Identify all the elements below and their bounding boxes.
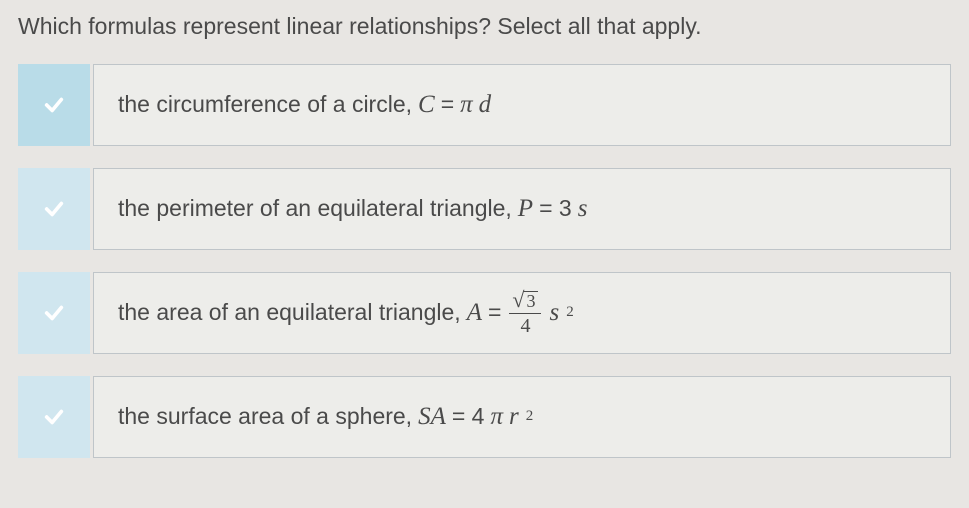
- answer-text: the perimeter of an equilateral triangle…: [118, 195, 587, 223]
- option-perimeter[interactable]: the perimeter of an equilateral triangle…: [18, 168, 951, 250]
- question-text: Which formulas represent linear relation…: [18, 12, 951, 42]
- checkbox-area-triangle[interactable]: [18, 272, 90, 354]
- check-icon: [43, 302, 65, 324]
- option-circumference[interactable]: the circumference of a circle, C = πd: [18, 64, 951, 146]
- answer-text: the circumference of a circle, C = πd: [118, 91, 491, 119]
- answer-box-area-triangle: the area of an equilateral triangle, A =…: [93, 272, 951, 354]
- checkbox-surface-sphere[interactable]: [18, 376, 90, 458]
- check-icon: [43, 94, 65, 116]
- option-surface-sphere[interactable]: the surface area of a sphere, SA = 4πr2: [18, 376, 951, 458]
- checkbox-circumference[interactable]: [18, 64, 90, 146]
- check-icon: [43, 198, 65, 220]
- checkbox-perimeter[interactable]: [18, 168, 90, 250]
- answer-text: the surface area of a sphere, SA = 4πr2: [118, 403, 533, 431]
- check-icon: [43, 406, 65, 428]
- answer-box-perimeter: the perimeter of an equilateral triangle…: [93, 168, 951, 250]
- fraction: √3 4: [509, 289, 541, 336]
- answer-text: the area of an equilateral triangle, A =…: [118, 289, 574, 336]
- answer-box-surface-sphere: the surface area of a sphere, SA = 4πr2: [93, 376, 951, 458]
- answer-box-circumference: the circumference of a circle, C = πd: [93, 64, 951, 146]
- options-list: the circumference of a circle, C = πd th…: [18, 64, 951, 458]
- option-area-triangle[interactable]: the area of an equilateral triangle, A =…: [18, 272, 951, 354]
